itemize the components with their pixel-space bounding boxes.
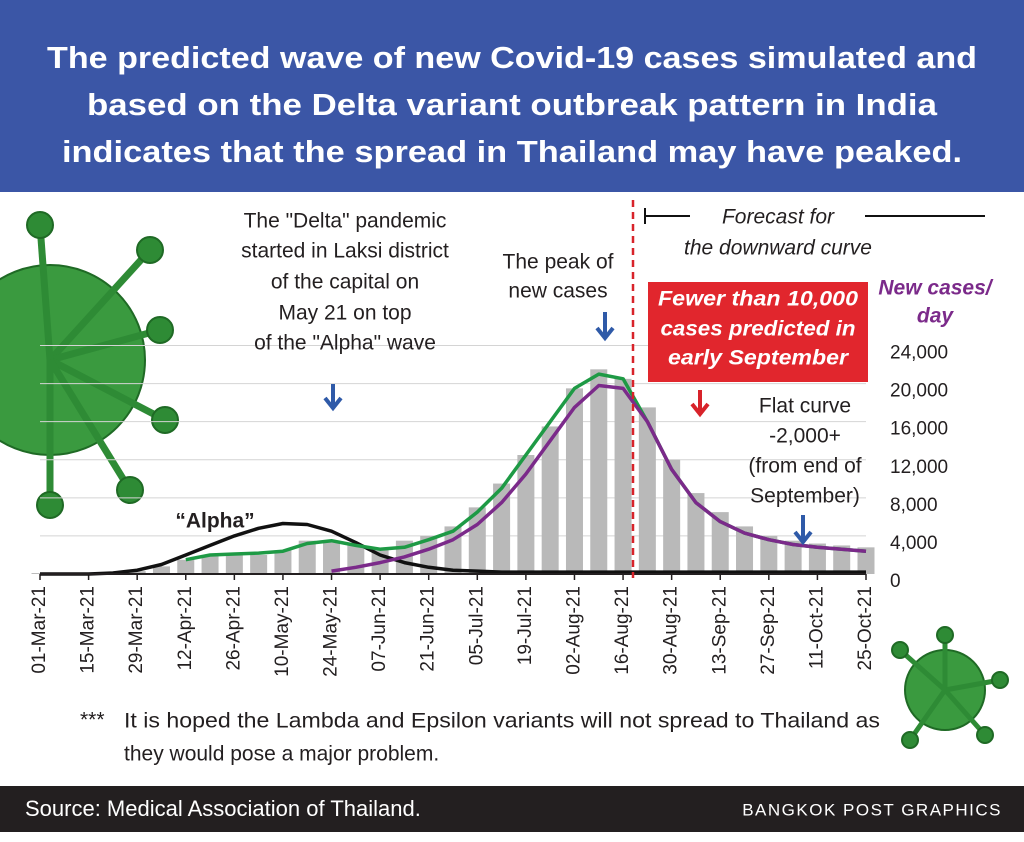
bar [225, 554, 243, 574]
annotation: The peak of [503, 251, 614, 274]
bar [590, 369, 608, 574]
bar [468, 507, 486, 574]
bar [687, 493, 705, 574]
footnote-mark: *** [80, 709, 105, 732]
annotation: Flat curve [759, 395, 851, 418]
annotation: cases predicted in [661, 318, 856, 341]
annotation: May 21 on top [278, 302, 411, 325]
bar [274, 550, 292, 574]
bar [614, 378, 632, 574]
annotation: -2,000+ [769, 425, 841, 448]
y-tick-label: 16,000 [890, 419, 948, 440]
bar [857, 547, 875, 574]
annotation: Fewer than 10,000 [658, 288, 858, 311]
x-tick-label: 30-Aug-21 [661, 586, 682, 675]
x-tick-label: 26-Apr-21 [223, 586, 244, 671]
annotation: the downward curve [684, 237, 872, 260]
y-tick-label: 12,000 [890, 457, 948, 478]
credit: BANGKOK POST GRAPHICS [742, 800, 1002, 819]
x-tick-label: 19-Jul-21 [515, 586, 536, 665]
arrow [690, 390, 710, 418]
bar [323, 540, 341, 574]
bar [177, 559, 195, 574]
annotation: of the capital on [271, 271, 419, 294]
x-tick-label: 15-Mar-21 [78, 586, 99, 674]
bar [638, 407, 656, 574]
x-tick-label: 02-Aug-21 [563, 586, 584, 675]
x-tick-label: 21-Jun-21 [418, 586, 439, 672]
annotation: of the "Alpha" wave [254, 332, 436, 355]
bar [250, 554, 268, 574]
line [331, 383, 867, 573]
x-tick-label: 29-Mar-21 [126, 586, 147, 674]
x-tick-label: 27-Sep-21 [758, 586, 779, 675]
footnote: they would pose a major problem. [124, 743, 439, 766]
bar [298, 540, 316, 574]
line [40, 521, 866, 576]
virus-decoration [0, 211, 1009, 749]
y-tick-label: 0 [890, 571, 901, 592]
bar [420, 535, 438, 574]
x-tick-label: 12-Apr-21 [175, 586, 196, 671]
arrow [595, 312, 615, 342]
x-tick-label: 13-Sep-21 [709, 586, 730, 675]
annotation: September) [750, 485, 860, 508]
bar [833, 545, 851, 574]
bar [152, 566, 170, 574]
y-tick-label: 4,000 [890, 533, 938, 554]
plot: 0 4,000 8,000 12,000 16,000 20,000 24,000 01-Ma… [29, 343, 948, 677]
title-line: The predicted wave of new Covid-19 cases… [47, 40, 977, 75]
annotation: early September [668, 347, 850, 370]
bar [784, 540, 802, 574]
annotation: “Alpha” [175, 510, 254, 533]
bar [541, 426, 559, 574]
header-band [0, 0, 1024, 192]
annotation: The "Delta" pandemic [244, 210, 447, 233]
bar [201, 554, 219, 574]
footer-band [0, 786, 1024, 832]
annotation: (from end of [748, 455, 861, 478]
footnote: It is hoped the Lambda and Epsilon varia… [124, 710, 880, 733]
y-tick-label: 24,000 [890, 343, 948, 364]
source: Source: Medical Association of Thailand. [25, 796, 421, 821]
annotation: new cases [508, 280, 607, 303]
title-line: based on the Delta variant outbreak patt… [87, 87, 938, 122]
x-tick-label: 05-Jul-21 [466, 586, 487, 665]
bar [760, 535, 778, 574]
x-tick-label: 01-Mar-21 [29, 586, 50, 674]
x-tick-label: 16-Aug-21 [612, 586, 633, 675]
bar [663, 459, 681, 574]
x-tick-label: 25-Oct-21 [855, 586, 876, 670]
y-tick-label: 20,000 [890, 381, 948, 402]
title-line: indicates that the spread in Thailand ma… [62, 134, 962, 169]
y-tick-label: 8,000 [890, 495, 938, 516]
callout-box [648, 282, 868, 382]
bar [565, 388, 583, 574]
bar [517, 455, 535, 574]
x-tick-label: 11-Oct-21 [806, 586, 827, 669]
annotation: started in Laksi district [241, 240, 449, 263]
arrow [323, 384, 343, 412]
y-axis-label: New cases/ [878, 277, 993, 300]
bar [808, 543, 826, 574]
arrow [793, 515, 813, 546]
y-axis-label: day [917, 305, 955, 328]
bar [736, 526, 754, 574]
annotation: Forecast for [722, 206, 835, 229]
x-tick-label: 10-May-21 [272, 586, 293, 677]
x-tick-label: 07-Jun-21 [369, 586, 390, 672]
x-tick-label: 24-May-21 [321, 586, 342, 677]
bar [711, 512, 729, 574]
bar [128, 571, 146, 574]
